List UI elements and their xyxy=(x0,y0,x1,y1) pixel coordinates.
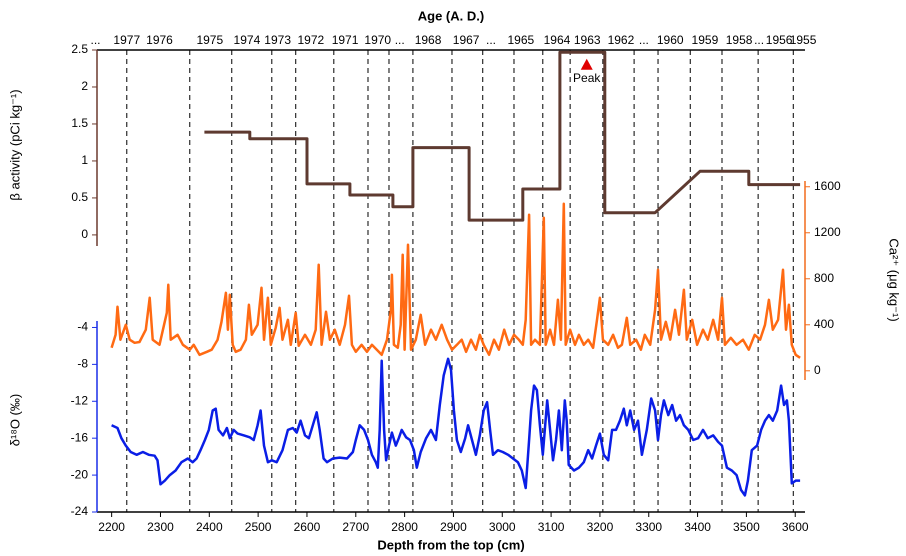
top-tick-label: 1973 xyxy=(264,33,291,47)
data-line xyxy=(204,50,801,222)
top-tick-label: 1955 xyxy=(790,33,817,47)
top-tick-label: 1960 xyxy=(657,33,684,47)
x-tick-label: 3200 xyxy=(587,520,614,534)
y-tick-label: 2 xyxy=(81,79,88,93)
y-tick-label: -24 xyxy=(71,504,89,518)
top-tick-label: ... xyxy=(91,33,101,47)
x-axis-title: Depth from the top (cm) xyxy=(377,537,524,552)
top-axis-title: Age (A. D.) xyxy=(418,8,484,23)
top-tick-label: 1977 xyxy=(113,33,140,47)
x-tick-label: 3600 xyxy=(782,520,809,534)
annotation: Peak xyxy=(573,71,601,85)
y-tick-label: 1600 xyxy=(814,179,841,193)
y-tick-label: 0 xyxy=(81,227,88,241)
x-tick-label: 3100 xyxy=(538,520,565,534)
y-tick-label: 400 xyxy=(814,317,834,331)
data-line xyxy=(111,357,801,497)
y-axis-title: δ¹⁸O (‰) xyxy=(7,394,22,446)
top-tick-label: 1974 xyxy=(234,33,261,47)
x-tick-label: 3400 xyxy=(684,520,711,534)
top-tick-label: 1972 xyxy=(298,33,325,47)
y-tick-label: 2.5 xyxy=(71,42,88,56)
y-tick-label: 0.5 xyxy=(71,190,88,204)
x-tick-label: 2300 xyxy=(147,520,174,534)
top-tick-label: 1970 xyxy=(364,33,391,47)
top-tick-label: ... xyxy=(395,33,405,47)
top-tick-label: 1962 xyxy=(608,33,635,47)
top-tick-label: 1958 xyxy=(726,33,753,47)
y-tick-label: 1200 xyxy=(814,225,841,239)
data-line xyxy=(110,202,801,359)
top-tick-label: 1967 xyxy=(453,33,480,47)
y-tick-label: -4 xyxy=(77,320,88,334)
x-tick-label: 3300 xyxy=(635,520,662,534)
top-tick-label: 1975 xyxy=(196,33,223,47)
y-tick-label: 800 xyxy=(814,271,834,285)
x-tick-label: 2900 xyxy=(440,520,467,534)
peak-marker xyxy=(580,58,593,70)
x-tick-label: 2700 xyxy=(342,520,369,534)
top-tick-label: 1963 xyxy=(574,33,601,47)
x-tick-label: 2800 xyxy=(391,520,418,534)
y-tick-label: 0 xyxy=(814,363,821,377)
x-tick-label: 3500 xyxy=(733,520,760,534)
x-tick-label: 2400 xyxy=(196,520,223,534)
x-tick-label: 3000 xyxy=(489,520,516,534)
x-tick-label: 2500 xyxy=(245,520,272,534)
top-tick-label: 1965 xyxy=(507,33,534,47)
top-tick-label: 1959 xyxy=(692,33,719,47)
top-tick-label: 1971 xyxy=(332,33,359,47)
top-tick-label: 1964 xyxy=(544,33,571,47)
y-tick-label: -8 xyxy=(77,357,88,371)
x-tick-label: 2600 xyxy=(294,520,321,534)
top-tick-label: 1956 xyxy=(766,33,793,47)
y-tick-label: -20 xyxy=(71,467,89,481)
y-tick-label: -16 xyxy=(71,430,89,444)
y-tick-label: -12 xyxy=(71,393,89,407)
y-axis-title: β activity (pCi kg⁻¹) xyxy=(7,89,22,200)
y-axis-title: Ca²⁺ (μg kg⁻¹) xyxy=(887,238,902,321)
x-tick-label: 2200 xyxy=(98,520,125,534)
top-tick-label: 1976 xyxy=(146,33,173,47)
top-tick-label: 1968 xyxy=(415,33,442,47)
top-tick-label: ... xyxy=(754,33,764,47)
top-tick-label: ... xyxy=(486,33,496,47)
top-tick-label: ... xyxy=(639,33,649,47)
y-tick-label: 1 xyxy=(81,153,88,167)
y-tick-label: 1.5 xyxy=(71,116,88,130)
